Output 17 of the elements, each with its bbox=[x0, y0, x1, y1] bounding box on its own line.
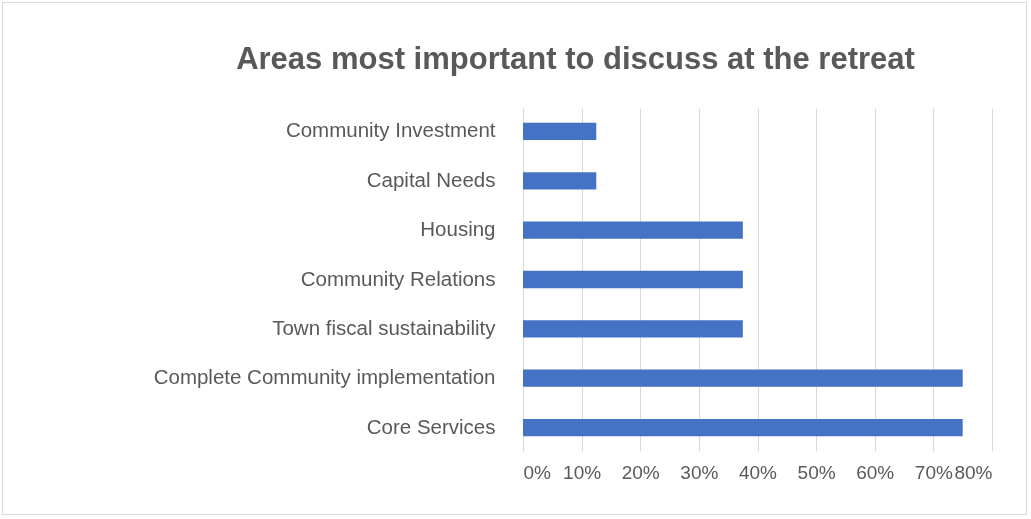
x-tick-label: 0% bbox=[523, 461, 552, 483]
x-tick-label: 10% bbox=[563, 461, 602, 483]
y-tick-label: Capital Needs bbox=[366, 167, 496, 191]
y-tick-label: Community Investment bbox=[285, 118, 496, 142]
x-tick-label: 80% bbox=[954, 461, 993, 483]
y-tick-label: Community Relations bbox=[300, 266, 496, 290]
y-tick-label: Complete Community implementation bbox=[153, 365, 496, 389]
y-tick-label: Town fiscal sustainability bbox=[272, 315, 497, 339]
y-tick-label: Core Services bbox=[366, 414, 496, 438]
x-tick-label: 50% bbox=[797, 461, 836, 483]
x-tick-label: 30% bbox=[680, 461, 719, 483]
x-tick-label: 60% bbox=[856, 461, 895, 483]
chart-title: Areas most important to discuss at the retreat bbox=[236, 41, 915, 76]
x-tick-label: 40% bbox=[738, 461, 778, 483]
x-tick-label: 20% bbox=[621, 461, 660, 483]
y-tick-label: Housing bbox=[420, 217, 496, 241]
x-tick-label: 70% bbox=[914, 461, 953, 483]
